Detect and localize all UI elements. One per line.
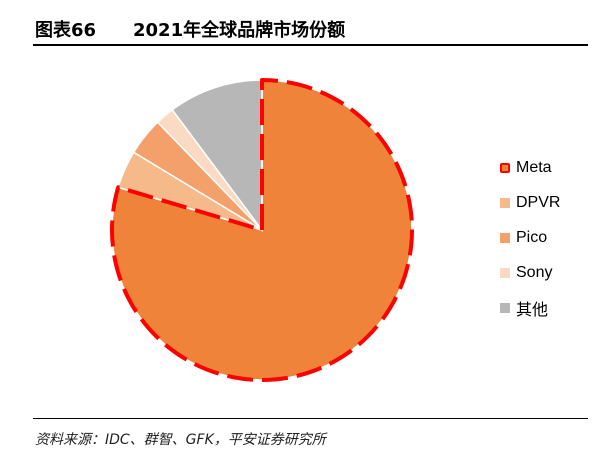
figure-header: 图表66 2021年全球品牌市场份额: [33, 8, 588, 46]
legend-label-2: Pico: [516, 228, 548, 246]
legend-label-4: 其他: [516, 301, 549, 319]
pie-slice-highlight-outline: [110, 78, 414, 382]
legend-swatch-3: [500, 267, 510, 278]
legend-label-3: Sony: [516, 263, 553, 281]
legend-label-1: DPVR: [516, 193, 561, 211]
legend-swatch-0: [500, 162, 510, 173]
legend-swatch-1: [500, 197, 510, 208]
legend-swatch-2: [500, 232, 510, 243]
legend-item-1: DPVR: [500, 185, 594, 220]
legend-item-0: Meta: [500, 150, 594, 185]
legend-item-2: Pico: [500, 220, 594, 255]
figure-number: 图表66: [35, 20, 97, 41]
legend-item-3: Sony: [500, 255, 594, 290]
legend-item-4: 其他: [500, 290, 594, 325]
figure-footer: 资料来源：IDC、群智、GFK，平安证券研究所: [33, 418, 588, 454]
chart-legend: Meta DPVR Pico Sony 其他: [500, 150, 594, 325]
source-note: 资料来源：IDC、群智、GFK，平安证券研究所: [35, 432, 326, 448]
legend-label-0: Meta: [516, 158, 552, 176]
pie-slice-4: [171, 79, 263, 233]
figure-title: 2021年全球品牌市场份额: [133, 20, 346, 41]
legend-swatch-4: [500, 302, 510, 313]
